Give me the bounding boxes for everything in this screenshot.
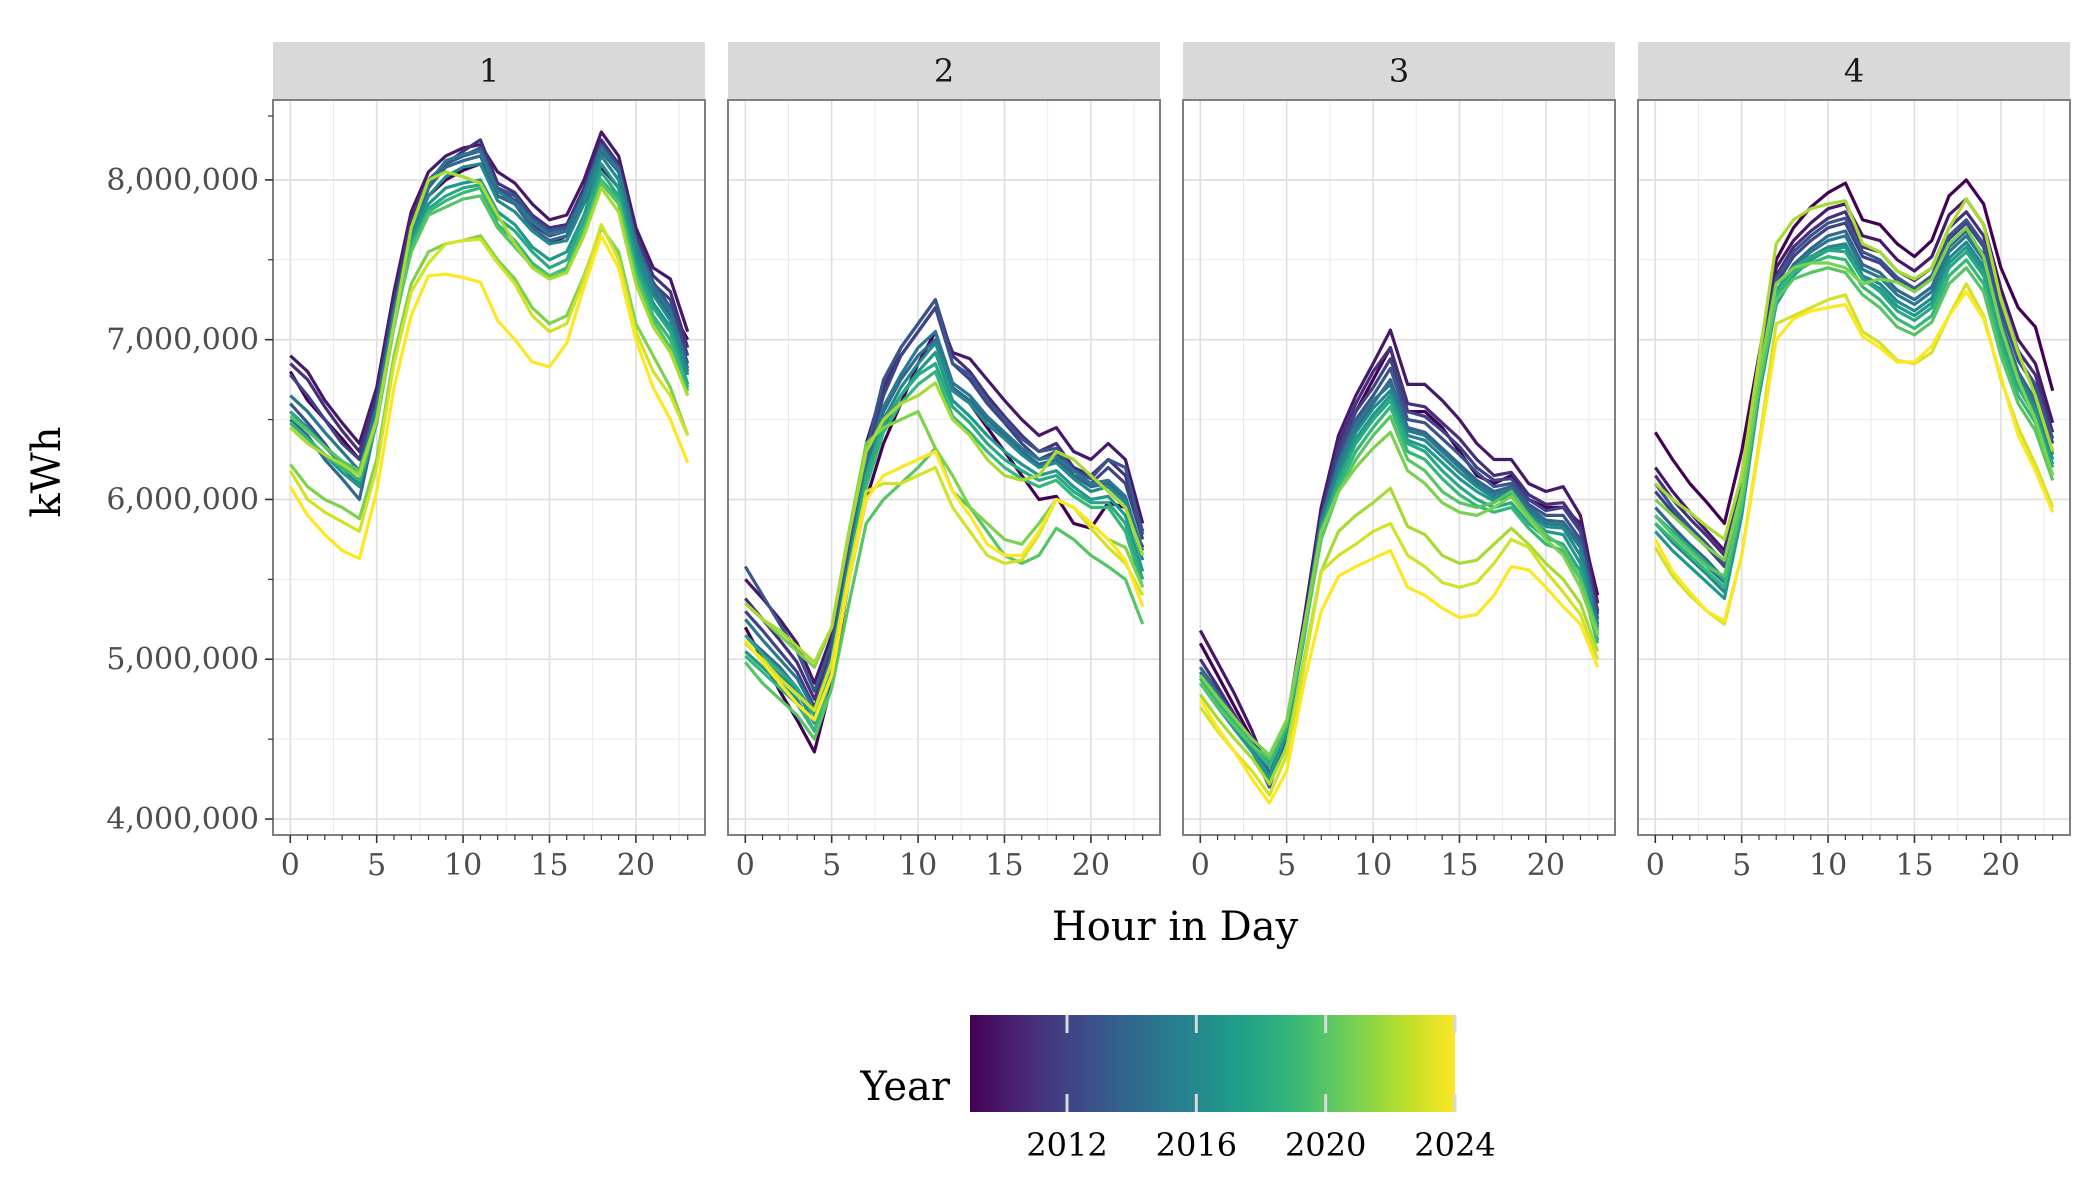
x-tick-label: 10 [444, 848, 482, 883]
x-tick-label: 0 [1646, 848, 1665, 883]
facet-panel-2: 20 5 10 15 20 [727, 42, 1161, 883]
colorbar [970, 1015, 1455, 1112]
colorbar-tick-label: 2024 [1414, 1126, 1495, 1164]
panel-border [272, 99, 706, 836]
series-line-2009 [1653, 178, 2055, 526]
series-line-2021 [1654, 226, 2055, 562]
series-line-2020 [1199, 414, 1600, 760]
y-tick-label: 5,000,000 [106, 642, 259, 677]
series-line-2020 [289, 181, 690, 473]
series-line-2018 [1654, 248, 2055, 581]
facet-panel-1: 10 5 10 15 204,000,0005,000,0006,000,0007,00… [106, 42, 706, 883]
series-line-2015 [1198, 382, 1600, 776]
x-tick-label: 20 [1982, 848, 2020, 883]
series-line-2019 [1654, 255, 2055, 589]
x-tick-label: 10 [1354, 848, 1392, 883]
colorbar-tick-label: 2020 [1285, 1126, 1366, 1164]
panel-border [727, 99, 1161, 836]
series-line-2013 [1654, 216, 2055, 566]
y-tick-label: 8,000,000 [106, 163, 259, 198]
panel-border [1637, 99, 2071, 836]
series-line-2020 [1654, 266, 2055, 578]
x-tick-label: 10 [899, 848, 937, 883]
colorbar-tick-label: 2016 [1156, 1126, 1237, 1164]
series-line-2023 [1199, 521, 1600, 797]
series-line-2022 [744, 381, 1145, 665]
series-line-2024 [1653, 290, 2055, 623]
panel-background [1638, 100, 2070, 835]
series-line-2024 [288, 234, 690, 561]
series-line-2022 [1654, 197, 2055, 542]
legend-title: Year [859, 1064, 950, 1110]
x-tick-label: 20 [1072, 848, 1110, 883]
x-tick-label: 5 [1277, 848, 1296, 883]
x-tick-label: 10 [1809, 848, 1847, 883]
x-tick-label: 0 [281, 848, 300, 883]
x-tick-label: 5 [1732, 848, 1751, 883]
x-tick-label: 15 [985, 848, 1023, 883]
facet-panels: 10 5 10 15 204,000,0005,000,0006,000,0007,00… [106, 42, 2071, 883]
series-line-2024 [1198, 548, 1600, 805]
y-tick-label: 6,000,000 [106, 482, 259, 517]
y-tick-label: 7,000,000 [106, 323, 259, 358]
x-tick-label: 5 [822, 848, 841, 883]
series-line-2011 [1654, 210, 2055, 558]
x-axis-title: Hour in Day [1052, 904, 1299, 950]
facet-strip-label: 1 [479, 52, 499, 90]
series-line-2015 [744, 330, 1145, 713]
facet-strip [1638, 42, 2070, 100]
series-line-2018 [744, 362, 1145, 717]
series-line-2019 [1199, 405, 1600, 768]
series-line-2021 [289, 226, 690, 521]
series-line-2022 [1199, 486, 1600, 786]
facet-strip-label: 3 [1389, 52, 1409, 90]
y-axis-title: kWh [24, 426, 70, 517]
x-tick-label: 15 [530, 848, 568, 883]
facet-strip-label: 2 [934, 52, 954, 90]
facet-strip [728, 42, 1160, 100]
series-line-2016 [289, 154, 690, 486]
series-line-2018 [1199, 398, 1600, 765]
colorbar-tick-label: 2012 [1026, 1126, 1107, 1164]
panel-background [1183, 100, 1615, 835]
x-tick-label: 20 [617, 848, 655, 883]
x-tick-label: 0 [736, 848, 755, 883]
series-line-2024 [744, 449, 1145, 722]
x-tick-label: 15 [1440, 848, 1478, 883]
facet-strip [273, 42, 705, 100]
series-line-2022 [289, 170, 690, 478]
facet-strip [1183, 42, 1615, 100]
y-tick-label: 4,000,000 [106, 802, 259, 837]
series-line-2023 [288, 223, 690, 534]
facet-strip-label: 4 [1844, 52, 1864, 90]
panel-border [1182, 99, 1616, 836]
facet-panel-3: 3 0 5 10 15 20 [1182, 42, 1616, 883]
x-tick-label: 0 [1191, 848, 1210, 883]
series-line-2019 [744, 370, 1145, 733]
series-line-2021 [1199, 430, 1600, 757]
facet-panel-4: 4 0 5 10 15 20 [1637, 42, 2071, 883]
x-tick-label: 5 [367, 848, 386, 883]
year-colorbar-legend: Year 2012 2016 2020 2024 [859, 1015, 1496, 1164]
x-tick-label: 20 [1527, 848, 1565, 883]
x-tick-label: 15 [1895, 848, 1933, 883]
